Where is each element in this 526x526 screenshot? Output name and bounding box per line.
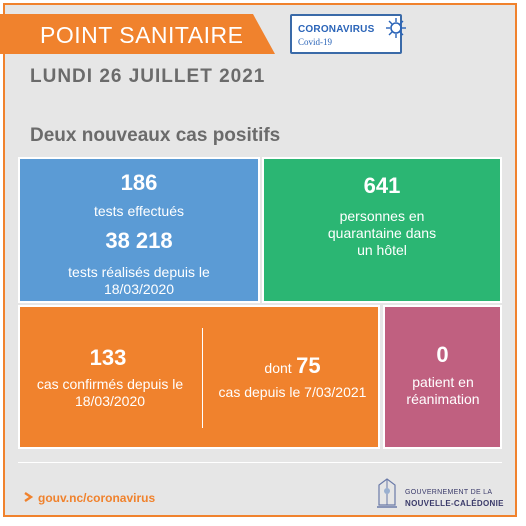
cases-tile [18, 305, 380, 449]
government-line1: GOUVERNEMENT DE LA [405, 489, 493, 496]
cases-divider [202, 328, 203, 428]
tests-count: 186 [120, 170, 158, 195]
virus-icon [386, 18, 406, 38]
website-link[interactable]: gouv.nc/coronavirus [38, 491, 156, 505]
tests-tile [18, 157, 260, 303]
cases-dont-line: dont 75 [205, 353, 380, 379]
cases-dont-label: cas depuis le 7/03/2021 [218, 384, 367, 400]
tests-total-label: tests réalisés depuis le 18/03/2020 [68, 264, 210, 297]
title-banner [0, 14, 275, 54]
cases-count: 133 [89, 345, 127, 370]
date-heading: LUNDI 26 JUILLET 2021 [30, 66, 266, 87]
cases-dont-prefix: dont [264, 360, 292, 376]
coronavirus-badge: CORONAVIRUS Covid-19 [290, 14, 402, 54]
tests-count-label: tests effectués [93, 203, 184, 219]
covid-subtitle: Covid-19 [298, 37, 333, 47]
icu-count: 0 [436, 342, 449, 367]
banner-title: POINT SANITAIRE [40, 22, 244, 48]
cases-label: cas confirmés depuis le 18/03/2020 [36, 376, 184, 409]
footer-divider [18, 462, 502, 463]
tests-total: 38 218 [105, 228, 173, 253]
quarantine-tile [262, 157, 502, 303]
government-line2: NOUVELLE-CALÉDONIE [405, 499, 504, 508]
quarantine-label: personnes en quarantaine dans un hôtel [327, 208, 437, 258]
cases-dont-count: 75 [296, 353, 321, 378]
icu-tile [383, 305, 502, 449]
quarantine-count: 641 [363, 173, 401, 198]
icu-label: patient en réanimation [406, 374, 480, 407]
government-logo-icon [377, 478, 397, 508]
coronavirus-title: CORONAVIRUS [298, 24, 375, 35]
chevron-right-icon [24, 492, 34, 502]
subtitle: Deux nouveaux cas positifs [30, 125, 281, 146]
